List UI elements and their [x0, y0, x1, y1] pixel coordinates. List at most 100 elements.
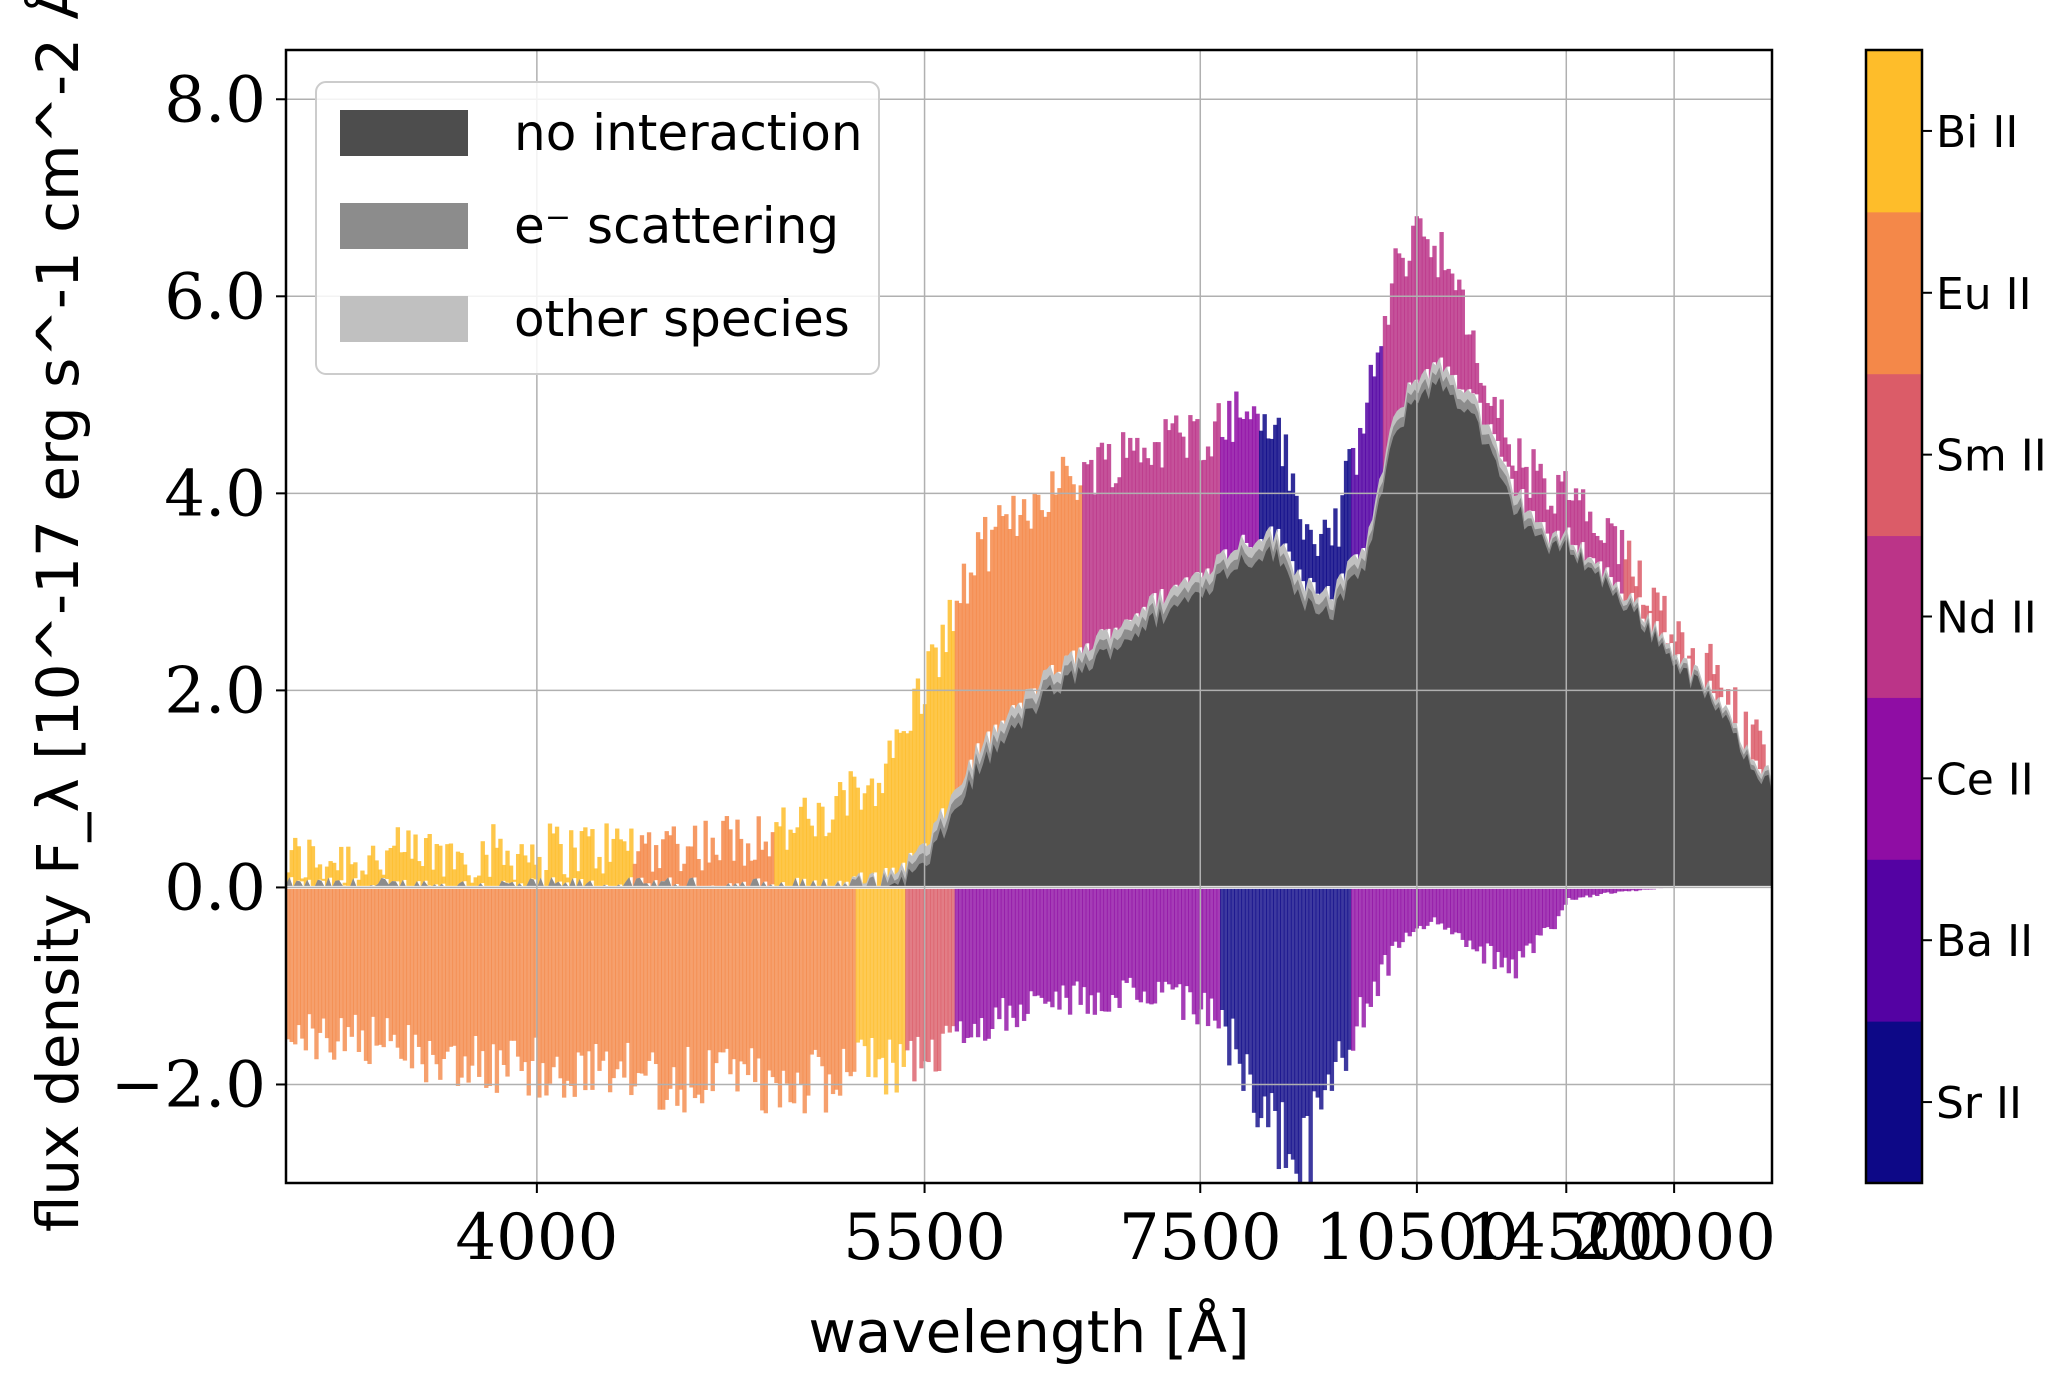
emission-strip	[1478, 382, 1483, 403]
absorption-strip	[1152, 887, 1158, 1004]
absorption-strip	[459, 887, 464, 1078]
absorption-strip	[1619, 887, 1625, 892]
emission-strip	[328, 861, 333, 878]
emission-strip	[653, 845, 659, 881]
absorption-strip	[604, 887, 609, 1052]
emission-strip	[919, 713, 924, 846]
emission-strip	[908, 730, 914, 853]
absorption-strip	[891, 887, 896, 1063]
absorption-strip	[533, 887, 539, 1038]
emission-strip	[1280, 466, 1285, 548]
absorption-strip	[1393, 887, 1398, 942]
emission-strip	[724, 816, 730, 888]
x-tick-label: 5500	[843, 1201, 1006, 1275]
emission-strip	[894, 729, 899, 875]
absorption-strip	[724, 887, 730, 1049]
emission-strip	[335, 870, 340, 881]
absorption-strip	[300, 887, 305, 1039]
absorption-strip	[586, 887, 592, 1052]
emission-strip	[1651, 587, 1657, 633]
absorption-strip	[880, 887, 885, 1058]
absorption-strip	[944, 887, 949, 1026]
y-axis-ticks: −2.0 0.0 2.0 4.0 6.0 8.0	[111, 63, 286, 1122]
emission-strip	[1595, 535, 1600, 565]
absorption-strip	[416, 887, 422, 1047]
absorption-strip	[926, 887, 931, 1063]
emission-strip	[1276, 417, 1282, 529]
absorption-strip	[912, 887, 917, 1082]
emission-strip	[1598, 540, 1603, 562]
emission-strip	[1407, 260, 1412, 383]
absorption-strip	[834, 887, 839, 1090]
absorption-strip	[898, 887, 903, 1045]
emission-strip	[1372, 376, 1377, 520]
x-tick-label: 14500	[1464, 1201, 1668, 1275]
emission-strip	[586, 836, 592, 884]
emission-strip	[1004, 514, 1009, 725]
emission-strip	[296, 846, 301, 881]
absorption-strip	[1319, 887, 1324, 1110]
absorption-strip	[590, 887, 595, 1090]
emission-strip	[958, 603, 963, 788]
emission-strip	[763, 841, 768, 882]
y-tick-label: 4.0	[164, 457, 266, 531]
absorption-strip	[370, 887, 376, 1017]
emission-strip	[806, 818, 811, 888]
absorption-strip	[653, 887, 659, 1065]
colorbar: Sr II Ba II Ce II Nd II Sm II Eu II Bi II	[1864, 48, 2047, 1185]
emission-strip	[1513, 470, 1519, 497]
absorption-strip	[1195, 887, 1200, 1025]
absorption-strip	[331, 887, 337, 1060]
absorption-strip	[1616, 887, 1621, 892]
emission-strip	[569, 830, 574, 888]
emission-strip	[1563, 471, 1568, 535]
emission-strip	[799, 806, 804, 888]
colorbar-label: Sr II	[1936, 1078, 2022, 1129]
emission-strip	[558, 844, 563, 882]
x-tick-label: 20000	[1572, 1201, 1776, 1275]
absorption-strip	[954, 887, 960, 1032]
absorption-strip	[1255, 887, 1260, 1128]
emission-strip	[1549, 505, 1554, 544]
emission-strip	[441, 876, 447, 884]
absorption-strip	[413, 887, 418, 1035]
absorption-strip	[321, 887, 326, 1019]
absorption-strip	[1103, 887, 1108, 1012]
absorption-strip	[1212, 887, 1218, 1021]
emission-strip	[1690, 648, 1695, 679]
absorption-strip	[1128, 887, 1133, 978]
absorption-strip	[1418, 887, 1423, 926]
emission-strip	[707, 862, 712, 888]
emission-strip	[1577, 500, 1582, 554]
emission-strip	[1754, 719, 1759, 761]
absorption-strip	[1527, 887, 1533, 944]
grid	[286, 50, 1772, 1183]
emission-strip	[1662, 595, 1667, 633]
emission-strip	[1641, 604, 1646, 619]
absorption-strip	[349, 887, 355, 1037]
absorption-strip	[1181, 887, 1186, 1020]
absorption-strip	[1124, 887, 1129, 983]
emission-strip	[1655, 592, 1660, 622]
absorption-strip	[324, 887, 330, 1039]
absorption-strip	[427, 887, 432, 1041]
emission-strip	[820, 806, 825, 888]
absorption-strip	[1060, 887, 1066, 986]
emission-strip	[1244, 411, 1250, 543]
absorption-strip	[307, 887, 312, 1015]
emission-strip	[1517, 438, 1522, 496]
absorption-strip	[508, 887, 514, 1041]
absorption-strip	[760, 887, 765, 1111]
emission-strip	[409, 858, 415, 888]
emission-strip	[293, 837, 298, 888]
absorption-strip	[498, 887, 503, 1051]
emission-strip	[480, 841, 485, 884]
emission-strip	[1623, 559, 1628, 602]
absorption-strip	[1545, 887, 1550, 928]
emission-strip	[1156, 442, 1161, 609]
absorption-strip	[363, 887, 369, 1061]
emission-strip	[760, 849, 765, 888]
legend-label: other species	[514, 290, 850, 348]
emission-strip	[1014, 535, 1020, 709]
